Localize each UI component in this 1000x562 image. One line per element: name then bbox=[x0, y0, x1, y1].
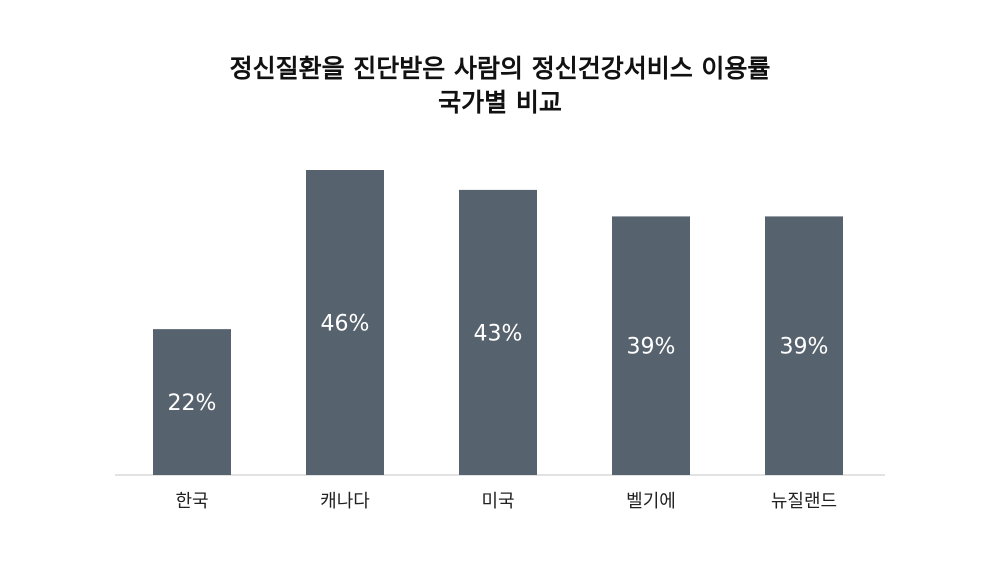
category-label-2: 미국 bbox=[481, 491, 514, 512]
bar-2 bbox=[459, 189, 537, 476]
chart-title-line-1: 정신질환을 진단받은 사람의 정신건강서비스 이용률 bbox=[229, 54, 771, 83]
category-label-0: 한국 bbox=[175, 491, 208, 512]
bars-group: 22% 한국 46% 캐나다 43% 미국 39% 벨기에 39% 뉴질랜드 bbox=[153, 170, 843, 512]
bar-value-label-3: 39% bbox=[627, 335, 676, 360]
category-label-3: 벨기에 bbox=[626, 491, 676, 512]
bar-3 bbox=[612, 216, 690, 476]
chart-title-line-2: 국가별 비교 bbox=[438, 88, 562, 117]
category-label-4: 뉴질랜드 bbox=[771, 491, 837, 512]
bar-1 bbox=[306, 170, 384, 475]
bar-value-label-4: 39% bbox=[780, 335, 829, 360]
bar-0 bbox=[153, 329, 231, 475]
bar-value-label-1: 46% bbox=[321, 312, 370, 337]
bar-4 bbox=[765, 216, 843, 476]
bar-value-label-0: 22% bbox=[168, 391, 217, 416]
bar-value-label-2: 43% bbox=[474, 321, 523, 346]
chart-title: 정신질환을 진단받은 사람의 정신건강서비스 이용률 국가별 비교 bbox=[0, 52, 1000, 120]
category-label-1: 캐나다 bbox=[320, 491, 370, 512]
